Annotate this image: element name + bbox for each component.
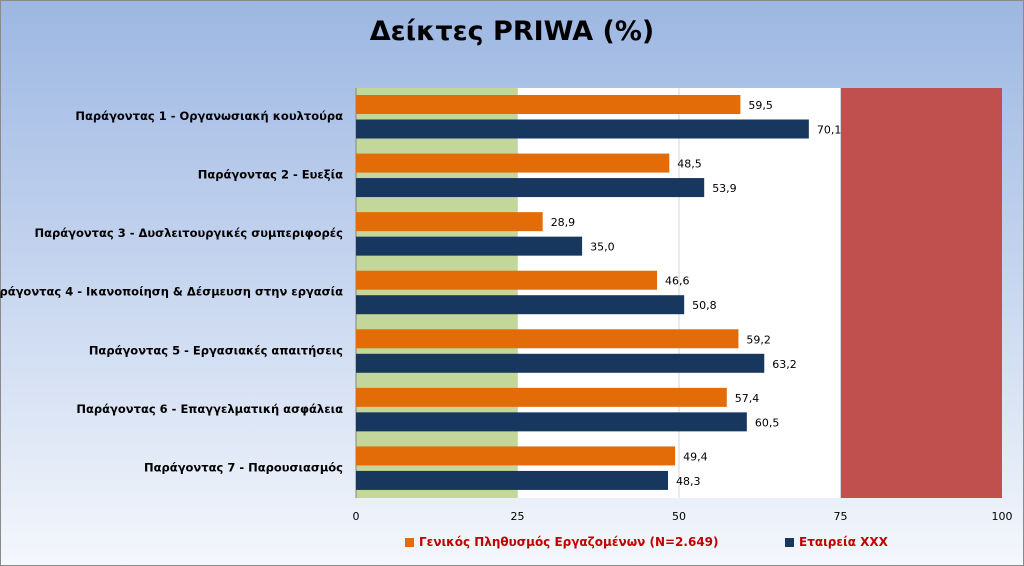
data-label: 53,9 (712, 182, 737, 195)
category-label: Παράγοντας 5 - Εργασιακές απαιτήσεις (89, 343, 343, 357)
category-label: Παράγοντας 3 - Δυσλειτουργικές συμπεριφο… (34, 226, 343, 240)
bar-general-population (356, 270, 658, 290)
bar-company (356, 178, 705, 198)
category-label: Παράγοντας 4 - Ικανοποίηση & Δέσμευση στ… (0, 285, 343, 299)
bar-general-population (356, 329, 739, 349)
legend-item-company: Εταιρεία ΧΧΧ (785, 535, 888, 549)
legend-swatch (785, 537, 794, 547)
x-tick-label: 0 (353, 510, 360, 523)
bar-company (356, 119, 809, 139)
band-high (840, 88, 1002, 498)
bar-company (356, 353, 765, 373)
category-label: Παράγοντας 6 - Επαγγελματική ασφάλεια (76, 402, 343, 416)
category-label: Παράγοντας 7 - Παρουσιασμός (144, 460, 343, 474)
data-label: 63,2 (772, 358, 797, 371)
bar-company (356, 470, 669, 490)
data-label: 50,8 (692, 299, 717, 312)
category-label: Παράγοντας 2 - Ευεξία (198, 168, 343, 182)
bar-general-population (356, 387, 727, 407)
chart-title: Δείκτες PRIWA (%) (369, 16, 655, 47)
x-tick-label: 100 (992, 510, 1013, 523)
data-label: 49,4 (683, 450, 708, 463)
legend-label: Εταιρεία ΧΧΧ (799, 535, 888, 549)
data-label: 46,6 (665, 275, 690, 288)
legend-swatch (405, 537, 414, 547)
bar-general-population (356, 446, 676, 466)
bar-company (356, 412, 747, 432)
bar-general-population (356, 95, 741, 114)
x-tick-label: 75 (834, 510, 848, 523)
legend-label: Γενικός Πληθυσμός Εργαζομένων (N=2.649) (419, 535, 719, 549)
x-tick-label: 50 (672, 510, 686, 523)
data-label: 35,0 (590, 241, 615, 254)
x-tick-label: 25 (511, 510, 525, 523)
bar-general-population (356, 153, 670, 173)
bar-company (356, 236, 583, 256)
data-label: 59,2 (746, 333, 771, 346)
band-low (356, 88, 518, 498)
data-label: 48,5 (677, 158, 702, 171)
data-label: 48,3 (676, 475, 701, 488)
data-label: 57,4 (735, 392, 760, 405)
data-label: 70,1 (817, 124, 842, 137)
data-label: 60,5 (755, 416, 780, 429)
legend-item-general-population: Γενικός Πληθυσμός Εργαζομένων (N=2.649) (405, 535, 719, 549)
data-label: 28,9 (551, 216, 576, 229)
bar-company (356, 295, 685, 315)
category-label: Παράγοντας 1 - Οργανωσιακή κουλτούρα (75, 109, 343, 123)
legend: Γενικός Πληθυσμός Εργαζομένων (N=2.649) … (0, 535, 1024, 553)
bar-general-population (356, 212, 543, 232)
data-label: 59,5 (748, 99, 773, 112)
